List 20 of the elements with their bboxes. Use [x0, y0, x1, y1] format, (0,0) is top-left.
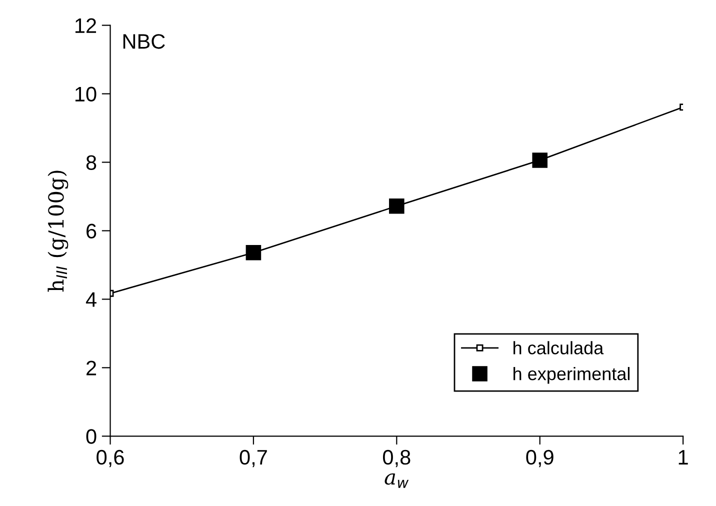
- y-tick-label: 8: [86, 155, 96, 170]
- x-tick-label: 0,9: [526, 450, 554, 468]
- x-tick-label: 1: [678, 450, 688, 464]
- y-axis-title: h$_{III}$ (g/100g): [48, 170, 68, 292]
- legend-label: h calculada: [514, 341, 604, 354]
- y-tick-label: 10: [75, 86, 96, 102]
- x-tick-label: 0,8: [383, 450, 410, 468]
- y-tick-label: 4: [86, 292, 96, 307]
- x-tick-label: 0,6: [96, 450, 124, 468]
- legend-label: h experimental: [514, 366, 630, 384]
- point: [246, 245, 262, 260]
- point: [532, 152, 548, 168]
- x-tick-label: 0,7: [240, 450, 267, 468]
- annotation: NBC: [123, 34, 165, 49]
- y-tick-label: 2: [86, 360, 96, 376]
- point: [389, 198, 404, 214]
- x-axis-title: a$_{w}$: [384, 473, 409, 488]
- y-tick-label: 6: [86, 224, 96, 238]
- y-tick-label: 0: [86, 429, 96, 444]
- y-tick-label: 12: [75, 18, 96, 33]
